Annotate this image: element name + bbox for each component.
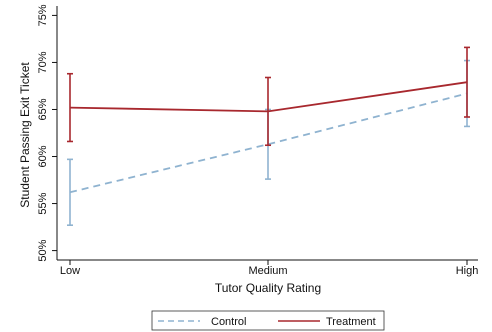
y-tick-label: 65% — [37, 98, 49, 120]
error-bar-control — [67, 158, 73, 226]
legend-label-control: Control — [211, 316, 246, 328]
legend: Control Treatment — [151, 310, 385, 331]
x-tick-label: High — [456, 265, 479, 277]
series-line-control — [69, 92, 468, 194]
y-axis-label: Student Passing Exit Ticket — [18, 62, 32, 208]
x-axis-label: Tutor Quality Rating — [215, 281, 321, 295]
series-treatment — [67, 46, 470, 147]
legend-box — [151, 310, 385, 331]
series-layer — [67, 46, 470, 226]
error-bar-treatment — [265, 76, 271, 147]
y-tick-label: 60% — [37, 145, 49, 167]
y-tick-label: 55% — [37, 192, 49, 214]
y-tick-label: 70% — [37, 51, 49, 73]
error-bar-treatment — [67, 72, 73, 143]
legend-label-treatment: Treatment — [326, 316, 376, 328]
x-axis: Low Medium High — [57, 259, 479, 277]
error-bar-treatment — [464, 46, 470, 118]
x-tick-label: Low — [60, 265, 80, 277]
y-tick-label: 75% — [37, 4, 49, 26]
y-axis: 50% 55% 60% 65% 70% 75% — [37, 4, 58, 262]
y-tick-label: 50% — [37, 239, 49, 261]
x-tick-label: Medium — [248, 265, 287, 277]
